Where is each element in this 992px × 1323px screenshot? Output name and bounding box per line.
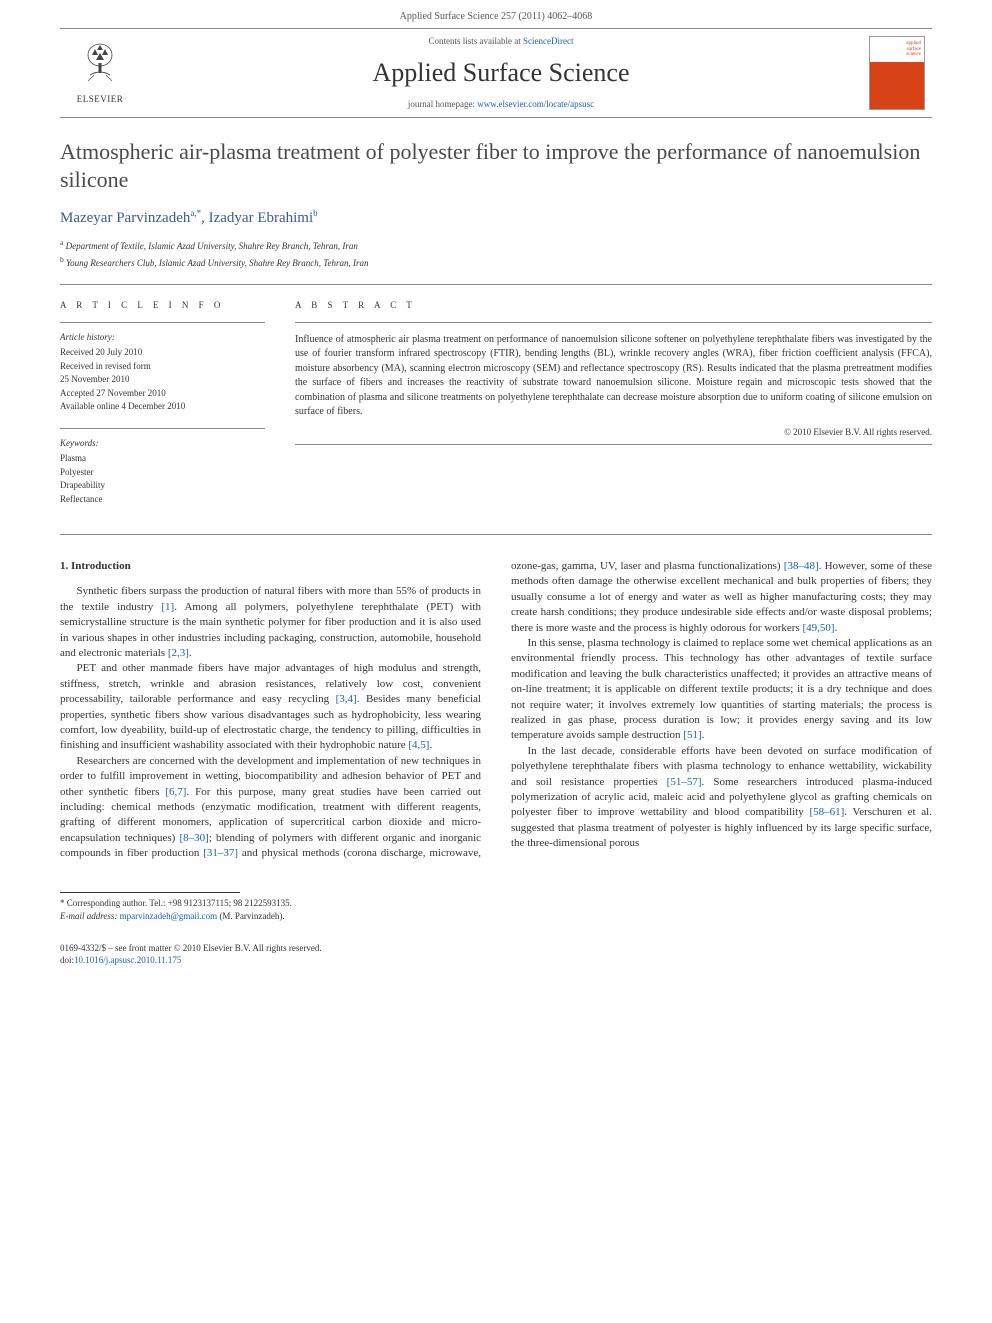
abstract: A B S T R A C T Influence of atmospheric… bbox=[295, 299, 932, 520]
contents-available: Contents lists available at ScienceDirec… bbox=[429, 35, 574, 48]
section-heading: 1. Introduction bbox=[60, 559, 481, 574]
history-item: Available online 4 December 2010 bbox=[60, 400, 265, 414]
doi-block: 0169-4332/$ – see front matter © 2010 El… bbox=[60, 942, 932, 967]
history-label: Article history: bbox=[60, 331, 265, 345]
homepage-link[interactable]: www.elsevier.com/locate/apsusc bbox=[477, 99, 594, 109]
article-title: Atmospheric air-plasma treatment of poly… bbox=[60, 138, 932, 193]
email-link[interactable]: mparvinzadeh@gmail.com bbox=[120, 911, 218, 921]
sciencedirect-link[interactable]: ScienceDirect bbox=[523, 36, 573, 46]
history-item: Received in revised form bbox=[60, 360, 265, 374]
paragraph: In the last decade, considerable efforts… bbox=[511, 744, 932, 852]
page-footer: * Corresponding author. Tel.: +98 912313… bbox=[60, 892, 932, 967]
affiliation-a: Department of Textile, Islamic Azad Univ… bbox=[63, 241, 358, 251]
keyword: Drapeability bbox=[60, 479, 265, 493]
abstract-heading: A B S T R A C T bbox=[295, 299, 932, 312]
affiliations: a Department of Textile, Islamic Azad Un… bbox=[60, 237, 932, 270]
author-1-affil: a,* bbox=[190, 208, 201, 218]
paragraph: In this sense, plasma technology is clai… bbox=[511, 636, 932, 744]
journal-name: Applied Surface Science bbox=[372, 55, 629, 91]
cover-thumbnail bbox=[862, 29, 932, 117]
paragraph: PET and other manmade fibers have major … bbox=[60, 661, 481, 753]
abstract-body: Influence of atmospheric air plasma trea… bbox=[295, 333, 932, 420]
author-list: Mazeyar Parvinzadeha,*, Izadyar Ebrahimi… bbox=[60, 207, 932, 229]
keywords-label: Keywords: bbox=[60, 437, 265, 451]
front-matter: 0169-4332/$ – see front matter © 2010 El… bbox=[60, 942, 932, 955]
elsevier-tree-icon bbox=[80, 41, 120, 91]
author-2: Izadyar Ebrahimi bbox=[209, 210, 314, 226]
author-1: Mazeyar Parvinzadeh bbox=[60, 210, 190, 226]
doi-link[interactable]: 10.1016/j.apsusc.2010.11.175 bbox=[74, 955, 181, 965]
keyword: Plasma bbox=[60, 452, 265, 466]
journal-homepage: journal homepage: www.elsevier.com/locat… bbox=[408, 98, 594, 111]
running-header: Applied Surface Science 257 (2011) 4062–… bbox=[0, 0, 992, 28]
publisher-logo: ELSEVIER bbox=[60, 29, 140, 117]
journal-banner: ELSEVIER Contents lists available at Sci… bbox=[60, 28, 932, 118]
paragraph: Synthetic fibers surpass the production … bbox=[60, 584, 481, 661]
banner-center: Contents lists available at ScienceDirec… bbox=[140, 29, 862, 117]
history-item: Accepted 27 November 2010 bbox=[60, 387, 265, 401]
info-heading: A R T I C L E I N F O bbox=[60, 299, 265, 312]
corresponding-author: * Corresponding author. Tel.: +98 912313… bbox=[60, 897, 932, 924]
history-item: 25 November 2010 bbox=[60, 373, 265, 387]
cover-image-icon bbox=[869, 36, 925, 110]
article-info: A R T I C L E I N F O Article history: R… bbox=[60, 299, 265, 520]
keyword: Reflectance bbox=[60, 493, 265, 507]
affiliation-b: Young Researchers Club, Islamic Azad Uni… bbox=[64, 258, 369, 268]
publisher-name: ELSEVIER bbox=[77, 93, 124, 106]
article-body: 1. Introduction Synthetic fibers surpass… bbox=[60, 559, 932, 861]
abstract-copyright: © 2010 Elsevier B.V. All rights reserved… bbox=[295, 426, 932, 439]
keyword: Polyester bbox=[60, 466, 265, 480]
author-2-affil: b bbox=[313, 208, 318, 218]
history-item: Received 20 July 2010 bbox=[60, 346, 265, 360]
